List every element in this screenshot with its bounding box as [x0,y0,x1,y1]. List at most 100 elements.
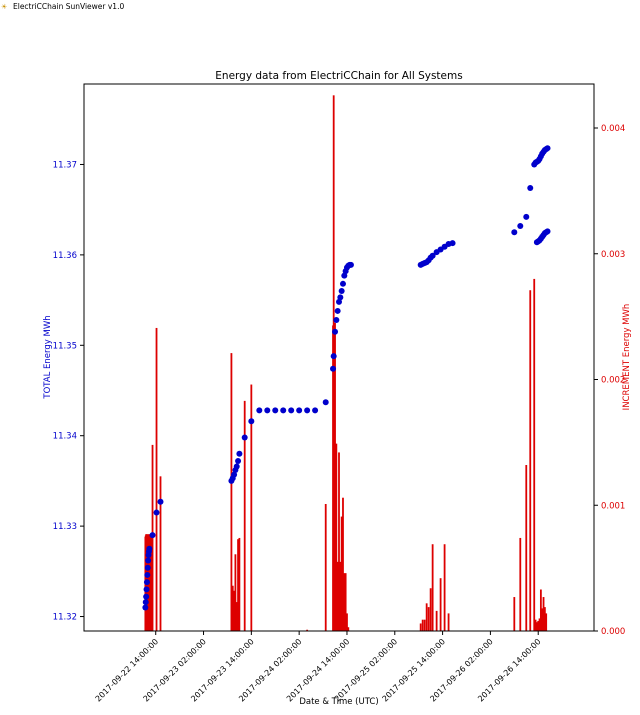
increment-bar [233,590,235,631]
total-point [241,434,248,441]
increment-bar [537,620,540,631]
total-point [153,509,160,516]
total-point [146,545,153,552]
right-tick-label: 0.001 [601,501,625,511]
increment-bar [346,613,348,631]
total-point [334,307,341,314]
total-point [429,252,436,259]
total-point [449,240,456,247]
total-point [341,272,348,279]
increment-bar [324,504,327,631]
total-point [272,407,279,414]
increment-bar [243,400,246,631]
increment-bar [234,554,237,631]
increment-bar [423,619,426,631]
left-axis-label: TOTAL Energy MWh [43,315,53,399]
left-tick-label: 11.35 [53,341,77,351]
app-icon: ☀ [1,2,8,11]
plot-frame [83,83,595,632]
increment-bar [543,607,546,631]
increment-bar [545,613,548,631]
increment-bars [144,95,548,631]
total-point [336,298,342,305]
increment-bar [513,597,516,631]
right-axis: 0.000 0.001 0.002 0.003 0.004 [594,124,625,637]
increment-bar [230,353,233,631]
increment-bar [343,573,346,631]
increment-bar [159,476,162,631]
total-point [304,407,311,414]
increment-bar [238,537,241,631]
total-point [296,407,303,414]
total-point [143,579,150,586]
increment-bar [250,384,253,631]
increment-bar [443,544,446,631]
total-point [544,145,551,152]
increment-bar [421,619,424,631]
total-point [544,228,551,235]
right-tick-label: 0.003 [601,250,625,260]
increment-bar [538,618,541,631]
total-point [144,571,151,578]
total-points [142,145,551,611]
increment-bar [338,452,340,631]
chart-title: Energy data from ElectriCChain for All S… [215,70,462,82]
left-tick-label: 11.33 [53,522,77,532]
increment-bar [334,322,336,631]
increment-bar [425,603,428,631]
increment-bar [342,497,344,631]
right-tick-label: 0.004 [601,124,625,134]
increment-bar [439,578,442,631]
total-point [288,407,295,414]
left-tick-label: 11.32 [53,613,77,623]
increment-bar [235,602,238,631]
total-point [143,586,150,593]
total-point [236,450,243,457]
total-point [339,280,346,287]
increment-bar [541,608,544,631]
total-point [312,407,319,414]
total-point [523,213,530,220]
increment-bar [539,589,542,631]
increment-bar [533,278,536,631]
total-point [142,604,149,611]
x-axis-label: Date & Time (UTC) [299,697,378,707]
increment-bar [429,588,432,631]
increment-bar [344,573,347,631]
increment-bar [534,619,537,631]
total-point [145,557,152,564]
total-point [517,222,524,229]
total-point [333,316,340,323]
total-point [264,407,271,414]
total-point [332,328,339,335]
increment-bar [339,561,342,631]
total-point [248,418,255,425]
total-point [144,564,151,571]
increment-bar [427,607,430,631]
total-point [142,599,149,606]
increment-bar [535,622,538,631]
window-title: ElectriCChain SunViewer v1.0 [13,2,125,11]
total-point [143,593,150,600]
increment-bar [542,597,545,631]
window-titlebar: ☀ ElectriCChain SunViewer v1.0 [0,0,640,13]
left-axis: 11.32 11.33 11.34 11.35 11.36 11.37 [53,160,84,623]
total-point [322,399,329,406]
total-point [233,463,240,470]
total-point [511,229,518,236]
total-point [337,294,344,301]
right-tick-label: 0.000 [601,627,625,637]
left-tick-label: 11.36 [53,251,77,261]
total-point [235,458,242,465]
increment-bar [525,465,528,631]
total-point [330,365,337,372]
total-point [256,407,263,414]
total-point [149,532,156,539]
total-point [347,261,354,268]
left-tick-label: 11.37 [53,160,77,170]
left-tick-label: 11.34 [53,432,77,442]
increment-bar [529,290,532,631]
right-tick-label: 0.002 [601,376,625,386]
